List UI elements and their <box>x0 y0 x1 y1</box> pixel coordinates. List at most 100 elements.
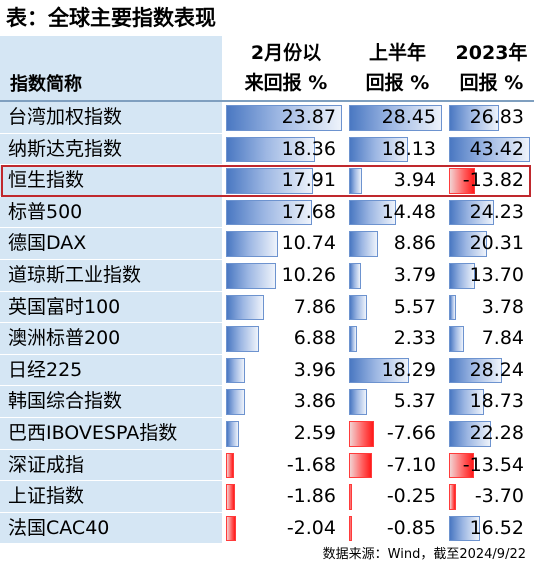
data-bar <box>349 326 357 352</box>
data-bar <box>349 168 362 194</box>
cell-2023: 16.52 <box>449 512 534 545</box>
cell-2023: 43.42 <box>449 133 534 166</box>
cell-feb: 3.86 <box>226 386 346 418</box>
cell-h1: 5.57 <box>349 291 446 324</box>
cell-value: -1.86 <box>286 485 336 508</box>
cell-2023: 3.78 <box>449 291 534 324</box>
data-bar <box>226 105 342 131</box>
data-bar <box>449 420 491 447</box>
cell-2023: -3.70 <box>449 481 534 513</box>
table-row: 道琼斯工业指数 10.26 3.79 13.70 <box>0 259 534 292</box>
cell-feb: 3.96 <box>226 354 346 387</box>
row-name: 上证指数 <box>0 481 222 513</box>
data-bar <box>349 484 352 510</box>
row-name: 法国CAC40 <box>0 512 222 545</box>
row-name: 韩国综合指数 <box>0 386 222 418</box>
cell-value: -7.66 <box>386 421 436 444</box>
cell-feb: 2.59 <box>226 417 346 450</box>
row-name: 澳洲标普200 <box>0 323 222 355</box>
row-name: 道琼斯工业指数 <box>0 259 222 292</box>
page-title: 表：全球主要指数表现 <box>6 6 216 30</box>
row-name: 德国DAX <box>0 228 222 260</box>
data-bar <box>349 262 362 289</box>
data-bar <box>449 389 484 415</box>
table-row: 德国DAX 10.74 8.86 20.31 <box>0 228 534 260</box>
table-row: 深证成指 -1.68 -7.10 -13.54 <box>0 449 534 482</box>
cell-value: 22.28 <box>469 421 524 444</box>
cell-value: 13.70 <box>469 263 524 286</box>
table-row: 纳斯达克指数 18.36 18.13 43.42 <box>0 133 534 166</box>
cell-2023: 13.70 <box>449 259 534 292</box>
cell-feb: 7.86 <box>226 291 346 324</box>
data-bar <box>449 484 456 510</box>
header-col-2023-line2: 回报 % <box>459 72 524 94</box>
cell-feb: 23.87 <box>226 102 346 134</box>
header-col-feb-line1: 2月份以 <box>250 42 322 64</box>
cell-value: 5.57 <box>393 295 436 318</box>
data-bar <box>349 199 397 226</box>
cell-value: 3.79 <box>393 263 436 286</box>
cell-value: 2.59 <box>293 421 336 444</box>
cell-value: 5.37 <box>393 390 436 413</box>
row-name: 恒生指数 <box>0 165 222 197</box>
data-bar <box>226 452 235 479</box>
cell-2023: 24.23 <box>449 196 534 229</box>
cell-feb: 10.26 <box>226 259 346 292</box>
cell-2023: 7.84 <box>449 323 534 355</box>
cell-value: -1.68 <box>286 453 336 476</box>
table-row: 标普500 17.68 14.48 24.23 <box>0 196 534 229</box>
cell-value: -0.85 <box>386 516 436 539</box>
cell-value: -13.82 <box>462 169 524 192</box>
table-row: 日经225 3.96 18.29 28.24 <box>0 354 534 387</box>
cell-value: 8.86 <box>393 232 436 255</box>
cell-h1: -7.10 <box>349 449 446 482</box>
data-bar <box>226 389 245 415</box>
header-col-feb-line2: 来回报 % <box>244 72 328 94</box>
cell-h1: 18.13 <box>349 133 446 166</box>
cell-h1: 14.48 <box>349 196 446 229</box>
cell-value: 43.42 <box>469 137 524 160</box>
table-row: 英国富时100 7.86 5.57 3.78 <box>0 291 534 324</box>
cell-value: -3.70 <box>474 485 524 508</box>
cell-feb: -2.04 <box>226 512 346 545</box>
cell-value: 7.86 <box>293 295 336 318</box>
cell-h1: 5.37 <box>349 386 446 418</box>
data-bar <box>449 262 475 289</box>
data-bar <box>349 294 368 321</box>
header-name-label: 指数简称 <box>0 36 222 100</box>
data-bar <box>226 294 265 321</box>
data-bar <box>349 389 367 415</box>
cell-value: 28.45 <box>381 106 436 128</box>
cell-value: 6.88 <box>293 327 336 350</box>
cell-feb: -1.86 <box>226 481 346 513</box>
data-bar <box>226 515 236 542</box>
cell-h1: 8.86 <box>349 228 446 260</box>
data-bar <box>449 199 495 226</box>
cell-h1: 3.79 <box>349 259 446 292</box>
header-col-2023: 2023年 回报 % <box>449 36 534 100</box>
data-bar <box>226 262 276 289</box>
cell-feb: 10.74 <box>226 228 346 260</box>
cell-value: 3.94 <box>393 169 436 192</box>
row-name: 台湾加权指数 <box>0 102 222 134</box>
row-name: 纳斯达克指数 <box>0 133 222 166</box>
cell-value: 3.78 <box>481 295 524 318</box>
cell-value: 10.74 <box>281 232 336 255</box>
data-bar <box>349 231 378 257</box>
cell-value: 18.73 <box>469 390 524 413</box>
cell-value: -2.04 <box>286 516 336 539</box>
table-row: 恒生指数 17.91 3.94 -13.82 <box>0 165 534 198</box>
cell-feb: 6.88 <box>226 323 346 355</box>
table-row: 澳洲标普200 6.88 2.33 7.84 <box>0 323 534 355</box>
cell-h1: 2.33 <box>349 323 446 355</box>
data-bar <box>226 199 312 226</box>
cell-h1: -7.66 <box>349 417 446 450</box>
cell-value: 18.29 <box>381 358 436 381</box>
data-bar <box>449 452 475 479</box>
data-bar <box>226 326 260 352</box>
cell-value: -13.54 <box>462 453 524 476</box>
cell-value: 3.96 <box>293 358 336 381</box>
table-row: 台湾加权指数 23.87 28.45 26.83 <box>0 102 534 134</box>
data-bar <box>449 136 530 163</box>
cell-value: 18.13 <box>381 137 436 160</box>
